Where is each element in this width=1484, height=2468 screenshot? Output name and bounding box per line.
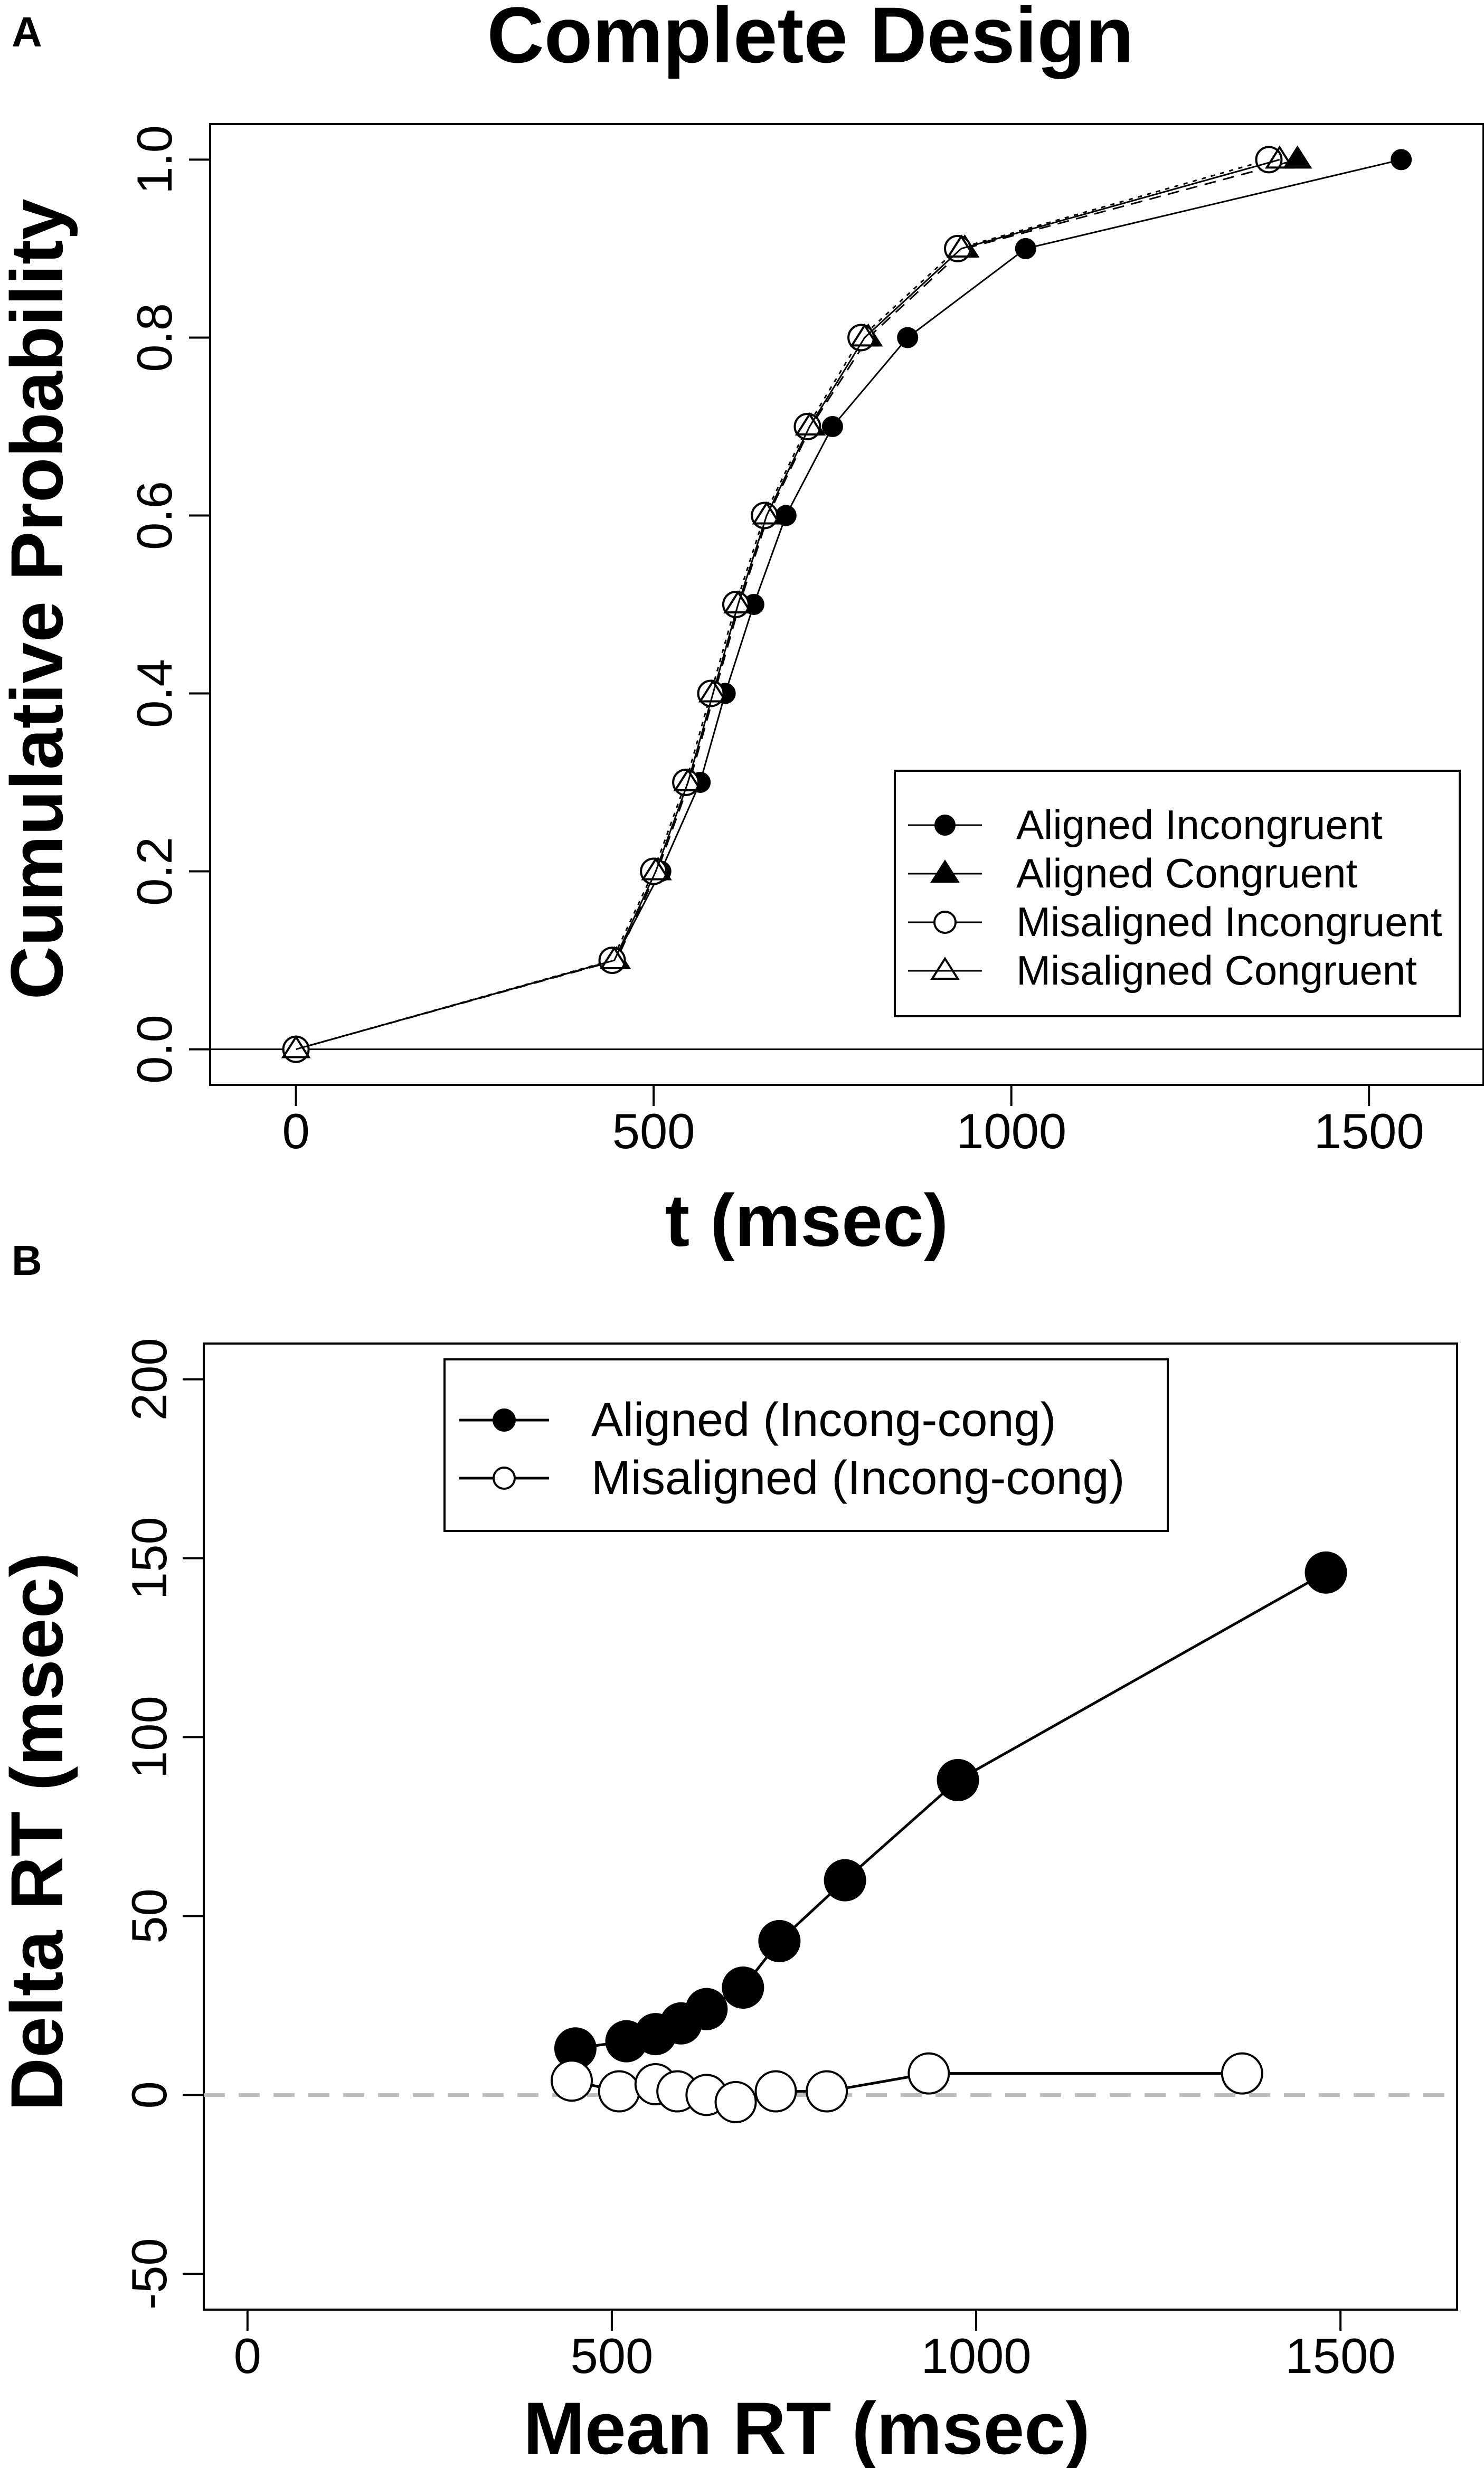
panel-a-series-misaligned-congruent-line	[296, 158, 1280, 1051]
panel-b-legend-box	[443, 1358, 1169, 1532]
panel-b-series-aligned-incong-cong-point	[685, 1988, 728, 2030]
panel-a-legend-item-2-marker	[930, 859, 960, 883]
panel-b-y-tick-label: 200	[121, 1338, 177, 1421]
panel-a-series-misaligned-congruent-point	[723, 590, 753, 613]
panel-b-series-aligned-incong-cong-point	[722, 1966, 764, 2009]
panel-b-legend-item-1-marker	[493, 1408, 516, 1432]
panel-b-series-misaligned-incong-cong-point	[551, 2059, 593, 2102]
panel-a-series-aligned-incongruent-point	[821, 415, 843, 437]
panel-a-x-tick-label: 0	[282, 1103, 309, 1159]
panel-b-series-aligned-incong-cong-point	[824, 1859, 866, 1902]
panel-b-y-tick-label: 100	[121, 1696, 177, 1779]
panel-a-label: A	[12, 8, 42, 55]
panel-a-legend-box	[894, 770, 1461, 1017]
panel-a-legend-item-4-marker	[930, 957, 960, 980]
panel-a-series-misaligned-congruent-point	[1264, 145, 1294, 169]
panel-a-series-misaligned-congruent-point	[673, 768, 703, 791]
panel-a-series-misaligned-congruent-point	[698, 679, 728, 703]
panel-b-legend-item-2-marker	[493, 1467, 516, 1490]
panel-a-legend-item-2-label: Aligned Congruent	[1016, 850, 1357, 896]
panel-b-plot: 0 500 1000 1500 -50 0 50 100 150 200 Aligned (Inco…	[121, 1338, 1458, 2384]
panel-a-ylabel: Cumulative Probability	[0, 198, 78, 999]
panel-a-series-aligned-incongruent-point	[1015, 238, 1036, 259]
panel-a-legend-item-3-marker	[933, 911, 957, 934]
panel-b-x-tick-label: 0	[234, 2328, 261, 2384]
panel-b-legend-item-1-label: Aligned (Incong-cong)	[591, 1394, 1056, 1446]
panel-a-series-misaligned-congruent-point	[599, 946, 629, 970]
panel-a-legend-item-1-label: Aligned Incongruent	[1016, 801, 1383, 848]
panel-b-series-aligned-incong-cong-point	[937, 1758, 979, 1801]
panel-b-series-misaligned-incong-cong-point	[598, 2070, 640, 2113]
panel-b-series-misaligned-incong-cong-point	[714, 2081, 757, 2123]
panel-a-x-tick-label: 500	[612, 1103, 695, 1159]
panel-a-plot-frame	[209, 123, 1484, 1086]
panel-b-plot-frame	[203, 1342, 1458, 2311]
panel-b-xlabel: Mean RT (msec)	[523, 2387, 1090, 2468]
panel-a-series-misaligned-congruent-point	[850, 323, 880, 347]
panel-a-y-tick-label: 0.8	[127, 303, 182, 372]
panel-b-ylabel: Delta RT (msec)	[0, 1553, 78, 2111]
panel-b-legend-item-2-label: Misaligned (Incong-cong)	[591, 1452, 1125, 1505]
panel-b-y-tick-label: 0	[121, 2081, 177, 2108]
panel-b-y-tick-label: 150	[121, 1517, 177, 1600]
panel-a-plot: 0 500 1000 1500 0.0 0.2 0.4 0.6 0.8 1.0 Aligned In…	[127, 123, 1484, 1159]
panel-b-series-misaligned-incong-cong-point	[754, 2070, 797, 2113]
panel-b-y-tick-label: 50	[121, 1888, 177, 1944]
panel-a-legend-item-4-label: Misaligned Congruent	[1016, 947, 1417, 994]
panel-a-y-tick-label: 0.0	[127, 1015, 182, 1084]
panel-a-y-tick-label: 0.2	[127, 837, 182, 906]
panel-a-legend-item-1-marker	[934, 815, 956, 836]
panel-b-x-tick-label: 1000	[921, 2328, 1031, 2384]
panel-a-series-aligned-congruent-point	[1282, 145, 1312, 169]
panel-a-y-tick-label: 0.6	[127, 481, 182, 550]
panel-a-series-misaligned-congruent-point	[281, 1035, 311, 1058]
panel-a-x-tick-label: 1000	[956, 1103, 1066, 1159]
panel-a-title: Complete Design	[487, 0, 1133, 79]
panel-b-series-misaligned-incong-cong-point	[908, 2052, 950, 2095]
panel-a-legend-item-3-label: Misaligned Incongruent	[1016, 899, 1442, 945]
panel-a-series-aligned-incongruent-point	[897, 327, 919, 348]
panel-b-x-tick-label: 500	[571, 2328, 654, 2384]
panel-b-y-tick-label: -50	[121, 2238, 177, 2310]
panel-b-series-aligned-incong-cong-point	[758, 1919, 801, 1962]
panel-b-series-aligned-incong-cong-point	[1305, 1551, 1347, 1594]
panel-b-label: B	[12, 1237, 42, 1284]
panel-b-x-tick-label: 1500	[1285, 2328, 1396, 2384]
panel-b-series-misaligned-incong-cong-point	[1221, 2052, 1263, 2095]
panel-a-series-misaligned-congruent-point	[641, 857, 671, 881]
panel-a-y-tick-label: 1.0	[127, 125, 182, 194]
panel-a-series-misaligned-congruent-point	[795, 412, 825, 436]
panel-b-series-misaligned-incong-cong-point	[806, 2070, 848, 2113]
panel-a-x-tick-label: 1500	[1314, 1103, 1424, 1159]
panel-a-xlabel: t (msec)	[665, 1179, 949, 1262]
panel-a-series-misaligned-congruent-point	[946, 234, 976, 258]
panel-a-series-misaligned-congruent-point	[752, 501, 782, 525]
panel-a-y-tick-label: 0.4	[127, 659, 182, 728]
panel-a-series-aligned-incongruent-point	[1391, 149, 1412, 171]
